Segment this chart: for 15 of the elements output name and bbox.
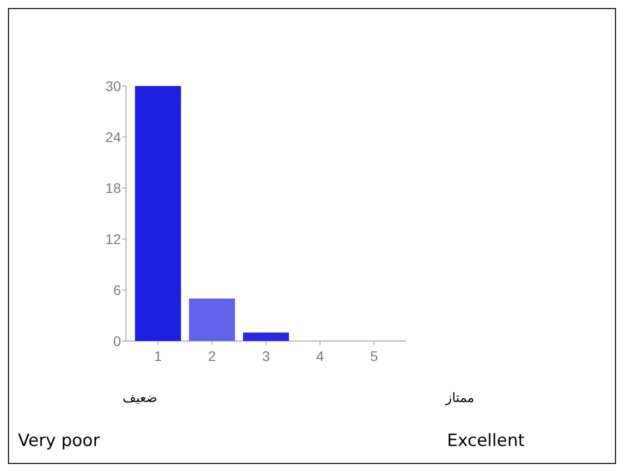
y-tick-label: 0 (113, 333, 122, 349)
y-tick-label: 12 (105, 231, 122, 247)
x-tick-label: 5 (370, 348, 378, 364)
text: Very poor (18, 431, 100, 451)
y-tick-label: 6 (113, 282, 122, 298)
x-tick-label: 1 (154, 348, 162, 364)
x-tick-label: 2 (208, 348, 216, 364)
y-tick-label: 18 (105, 180, 122, 196)
y-tick-label: 30 (105, 78, 122, 94)
x-tick-label: 3 (262, 348, 270, 364)
y-tick-label: 24 (105, 129, 122, 145)
text: ممتاز (444, 391, 474, 406)
x-tick-label: 4 (316, 348, 324, 364)
text: ضعيف (122, 391, 158, 406)
text: Excellent (447, 431, 525, 451)
